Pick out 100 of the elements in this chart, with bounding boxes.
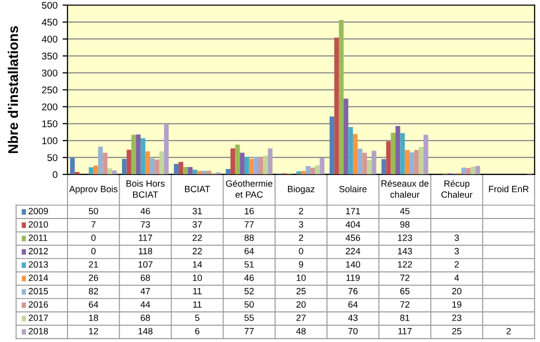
bar (424, 134, 428, 174)
data-label: 46 (244, 274, 254, 281)
data-label: 18 (89, 314, 98, 321)
bar (418, 146, 424, 174)
bar (461, 168, 466, 174)
y-tick-label: 350 (42, 52, 58, 60)
bar (112, 170, 117, 174)
bar (178, 162, 184, 174)
data-label: 27 (296, 314, 306, 321)
data-label: 77 (244, 328, 254, 334)
data-label: 37 (192, 221, 202, 228)
data-label: 117 (138, 234, 152, 241)
data-label: 72 (400, 301, 410, 308)
data-label: 64 (348, 301, 358, 308)
data-label: 46 (140, 208, 150, 214)
data-label: 404 (346, 221, 360, 228)
data-label: 21 (88, 261, 98, 268)
data-label: 16 (244, 208, 254, 214)
y-axis-title: Nbre d'installations (8, 26, 18, 154)
data-label: 122 (398, 261, 412, 268)
y-tick-label: 100 (42, 137, 58, 144)
data-label: 31 (192, 208, 202, 214)
legend-label: 2016 (28, 301, 48, 308)
data-label: 23 (452, 314, 462, 321)
data-label: 20 (452, 288, 462, 294)
data-label: 4 (454, 274, 459, 281)
data-label: 52 (244, 288, 254, 294)
bar (126, 150, 132, 174)
bar (145, 151, 150, 174)
bar (183, 166, 188, 174)
bar (202, 170, 207, 174)
data-label: 9 (298, 261, 304, 268)
data-label: 55 (244, 314, 254, 321)
data-label: 76 (348, 288, 358, 294)
bar (348, 127, 353, 174)
bar (164, 124, 169, 174)
bar (150, 158, 155, 174)
bar (154, 160, 160, 174)
bar (404, 150, 410, 174)
y-tick-label: 300 (42, 70, 58, 76)
data-label: 456 (346, 234, 360, 241)
data-label: 117 (398, 328, 412, 334)
y-tick-label: 0 (52, 171, 58, 178)
y-tick-label: 500 (42, 2, 58, 9)
bar (249, 158, 254, 174)
data-label: 26 (88, 274, 98, 281)
legend-label: 2012 (28, 248, 48, 254)
bar (372, 150, 376, 174)
data-label: 88 (244, 234, 254, 241)
data-label: 20 (296, 301, 306, 308)
legend-label: 2017 (28, 314, 48, 321)
data-label: 123 (398, 234, 412, 241)
bar (98, 146, 103, 174)
data-label: 140 (346, 261, 360, 268)
bar (470, 166, 476, 174)
bar (70, 157, 75, 174)
data-label: 70 (348, 328, 358, 334)
y-tick-label: 450 (42, 18, 58, 26)
data-label: 2 (506, 328, 511, 334)
bar (310, 168, 316, 174)
data-label: 3 (298, 221, 304, 228)
x-tick-label: Géothermie et PAC (226, 180, 272, 198)
data-label: 45 (400, 208, 410, 214)
data-label: 64 (244, 248, 254, 254)
data-label: 82 (88, 288, 98, 294)
bar (410, 152, 414, 174)
legend-label: 2009 (28, 208, 48, 214)
bar (159, 151, 164, 174)
data-label: 11 (193, 301, 202, 308)
y-tick-label: 50 (47, 154, 58, 162)
data-label: 3 (454, 234, 459, 241)
bar (192, 170, 198, 174)
bar (102, 152, 108, 174)
bar (366, 160, 372, 174)
data-label: 65 (400, 288, 410, 294)
data-label: 2 (298, 208, 304, 214)
bar (414, 150, 419, 174)
bar (466, 168, 471, 174)
data-label: 44 (140, 301, 150, 308)
bar (206, 170, 212, 174)
data-label: 50 (244, 301, 254, 308)
bar (131, 134, 136, 174)
data-label: 224 (346, 248, 360, 254)
legend-label: 2011 (28, 234, 48, 241)
data-label: 0 (298, 248, 304, 254)
data-label: 119 (346, 274, 360, 281)
bar (244, 157, 250, 174)
data-label: 43 (348, 314, 358, 321)
bar (122, 158, 127, 174)
bar (334, 38, 339, 174)
bar (306, 166, 310, 174)
bar (93, 166, 98, 174)
data-label: 6 (195, 328, 200, 334)
bar (344, 98, 348, 174)
data-label: 14 (192, 261, 202, 268)
bar (230, 148, 236, 174)
bar (362, 152, 367, 174)
data-label: 5 (195, 314, 200, 321)
x-tick-label: BCIAT (185, 186, 210, 192)
bar (136, 134, 141, 174)
